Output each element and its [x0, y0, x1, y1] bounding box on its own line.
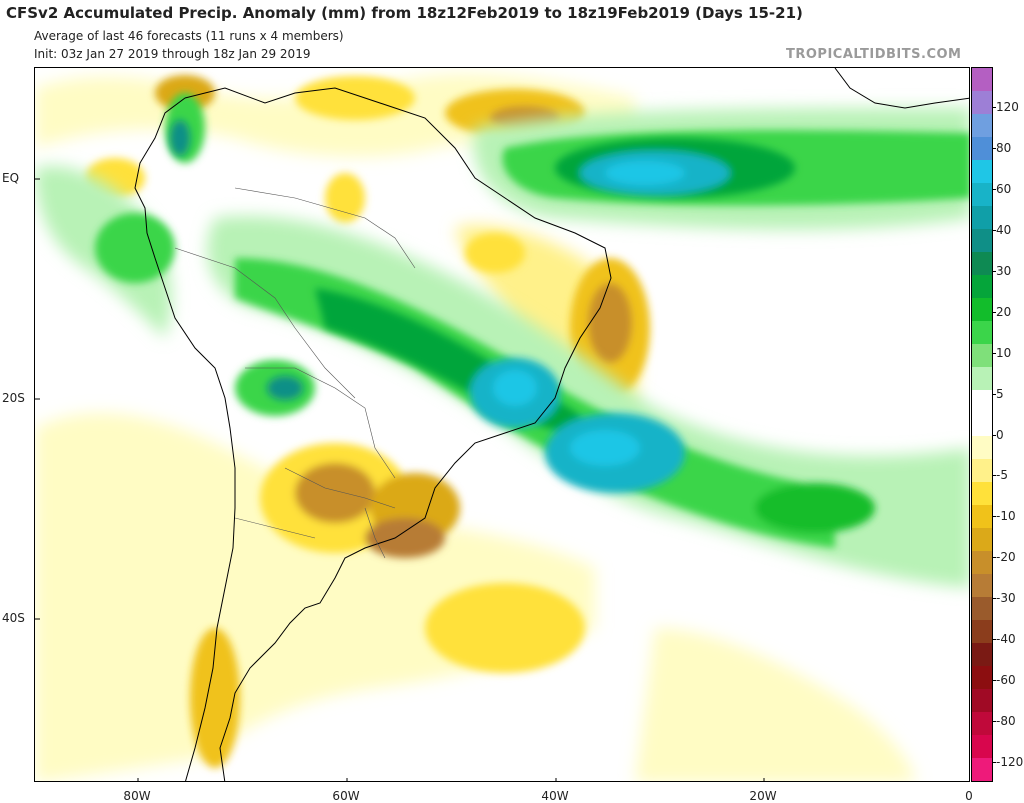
colorbar-tick — [993, 393, 996, 395]
country-borders — [174, 187, 416, 559]
colorbar — [971, 67, 993, 782]
colorbar-label: -10 — [996, 509, 1016, 524]
colorbar-label: -120 — [996, 755, 1024, 769]
wet-anomaly-strong — [170, 120, 795, 493]
colorbar-label: -20 — [996, 550, 1016, 565]
precip-anomaly-map — [34, 67, 970, 782]
colorbar-tick — [993, 639, 996, 641]
colorbar-label: 40 — [996, 222, 1012, 237]
colorbar-segment — [972, 620, 992, 643]
colorbar-tick — [993, 270, 996, 272]
colorbar-segment — [972, 298, 992, 321]
colorbar-label: 0 — [996, 427, 1004, 442]
colorbar-segment — [972, 643, 992, 666]
lat-label-40s: 40S — [2, 611, 25, 625]
colorbar-label: 60 — [996, 181, 1012, 196]
colorbar-segment — [972, 229, 992, 252]
colorbar-segment — [972, 252, 992, 275]
brand-watermark: TROPICALTIDBITS.COM — [786, 47, 962, 62]
colorbar-segment — [972, 137, 992, 160]
colorbar-tick — [993, 680, 996, 682]
colorbar-tick — [993, 107, 996, 108]
colorbar-segment — [972, 114, 992, 137]
colorbar-label: -5 — [996, 468, 1008, 483]
colorbar-segment — [972, 666, 992, 689]
axis-ticks — [35, 178, 765, 781]
colorbar-segment — [972, 413, 992, 436]
colorbar-tick — [993, 147, 996, 149]
colorbar-segment — [972, 390, 992, 413]
colorbar-segment — [972, 551, 992, 574]
colorbar-segment — [972, 597, 992, 620]
lon-label-80w: 80W — [123, 789, 151, 803]
colorbar-segment — [972, 574, 992, 597]
colorbar-segment — [972, 206, 992, 229]
colorbar-label: 30 — [996, 263, 1012, 278]
colorbar-tick — [993, 352, 996, 354]
subtitle-forecast-average: Average of last 46 forecasts (11 runs x … — [34, 29, 344, 43]
colorbar-label: -40 — [996, 632, 1016, 647]
colorbar-segment — [972, 91, 992, 114]
lon-label-60w: 60W — [332, 789, 360, 803]
colorbar-tick — [993, 188, 996, 190]
colorbar-segment — [972, 275, 992, 298]
colorbar-label: -60 — [996, 673, 1016, 688]
lat-label-20s: 20S — [2, 391, 25, 405]
colorbar-tick — [993, 516, 996, 518]
colorbar-tick — [993, 598, 996, 600]
colorbar-label: 10 — [996, 345, 1012, 360]
chart-title: CFSv2 Accumulated Precip. Anomaly (mm) f… — [6, 4, 803, 22]
colorbar-segment — [972, 344, 992, 367]
colorbar-segment — [972, 183, 992, 206]
lon-label-20w: 20W — [749, 789, 777, 803]
colorbar-segment — [972, 321, 992, 344]
colorbar-tick — [993, 229, 996, 231]
colorbar-segment — [972, 160, 992, 183]
colorbar-tick — [993, 762, 996, 763]
colorbar-segment — [972, 68, 992, 91]
colorbar-segment — [972, 712, 992, 735]
colorbar-segment — [972, 505, 992, 528]
colorbar-label: -30 — [996, 591, 1016, 606]
colorbar-segment — [972, 459, 992, 482]
colorbar-tick — [993, 475, 996, 477]
colorbar-label: -80 — [996, 714, 1016, 729]
colorbar-label: 80 — [996, 140, 1012, 155]
colorbar-segment — [972, 528, 992, 551]
colorbar-tick — [993, 311, 996, 313]
colorbar-label: 120 — [996, 100, 1019, 114]
colorbar-segment — [972, 689, 992, 712]
coastline-africa — [834, 68, 969, 109]
colorbar-segment — [972, 482, 992, 505]
lon-label-40w: 40W — [541, 789, 569, 803]
colorbar-segment — [972, 367, 992, 390]
lon-label-0: 0 — [965, 789, 973, 803]
colorbar-tick — [993, 557, 996, 559]
lat-label-eq: EQ — [2, 171, 20, 185]
subtitle-init-time: Init: 03z Jan 27 2019 through 18z Jan 29… — [34, 47, 311, 61]
coastline-south-america — [134, 87, 612, 781]
colorbar-tick — [993, 434, 996, 436]
colorbar-tick — [993, 721, 996, 723]
colorbar-label: 20 — [996, 304, 1012, 319]
colorbar-segment — [972, 758, 992, 781]
colorbar-segment — [972, 436, 992, 459]
colorbar-segment — [972, 735, 992, 758]
colorbar-label: 5 — [996, 386, 1004, 401]
